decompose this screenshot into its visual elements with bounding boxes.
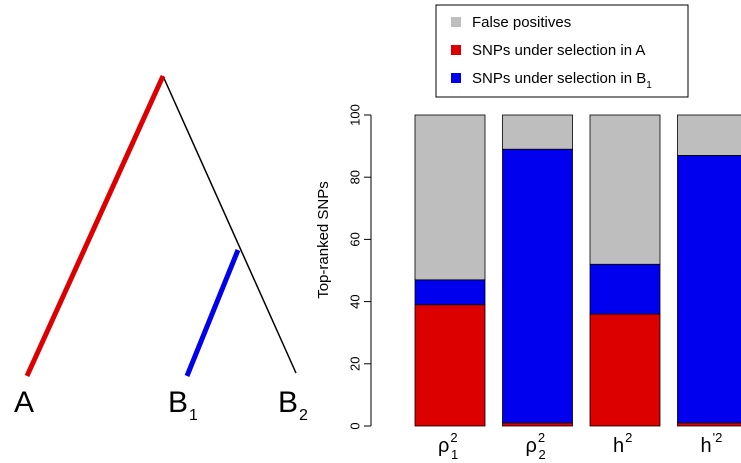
x-tick-label-subscript: 1 <box>451 447 458 462</box>
y-tick-label: 40 <box>347 294 362 308</box>
legend-label: False positives <box>472 14 571 31</box>
legend-box <box>435 4 689 98</box>
x-tick-label-subscript: 2 <box>539 447 546 462</box>
legend-label: SNPs under selection in B1 <box>472 70 652 91</box>
tree-leaf-b2: B2 <box>278 386 308 424</box>
tree-leaf-a: A <box>14 386 34 419</box>
phylogenetic-tree: A B1 B2 <box>14 74 308 424</box>
legend: False positives SNPs under selection in A… <box>435 4 689 98</box>
bar-segment <box>502 422 573 427</box>
tree-branch-b1 <box>184 249 241 377</box>
bar-segment <box>677 114 741 156</box>
tree-branch-a <box>24 74 166 378</box>
bar-segment <box>589 263 661 315</box>
y-tick-label: 80 <box>347 170 362 184</box>
y-tick-label: 0 <box>347 422 362 429</box>
bar-segment <box>677 155 741 424</box>
tree-branch-b2 <box>162 75 297 374</box>
x-tick-label: h2 <box>613 430 632 457</box>
legend-swatch <box>451 45 461 55</box>
x-tick-label: h'2 <box>701 430 723 457</box>
y-axis-title: Top-ranked SNPs <box>315 181 332 299</box>
tree-leaf-b1: B1 <box>168 386 198 424</box>
bar-segment <box>589 313 661 427</box>
legend-swatch <box>451 17 461 27</box>
bar-segment <box>414 279 486 306</box>
x-tick-label: ρ2 <box>438 430 458 457</box>
bar-segment <box>414 304 486 427</box>
legend-swatch <box>451 73 461 83</box>
bar-segment <box>589 114 661 265</box>
y-tick-label: 20 <box>347 357 362 371</box>
x-tick-label: ρ2 <box>526 430 546 457</box>
legend-label: SNPs under selection in A <box>472 42 645 59</box>
bar-segment <box>414 114 486 281</box>
y-tick-label: 100 <box>347 104 362 126</box>
bar-segment <box>502 148 573 424</box>
y-tick-label: 60 <box>347 232 362 246</box>
bar-segment <box>677 422 741 427</box>
bar-segment <box>502 114 573 150</box>
